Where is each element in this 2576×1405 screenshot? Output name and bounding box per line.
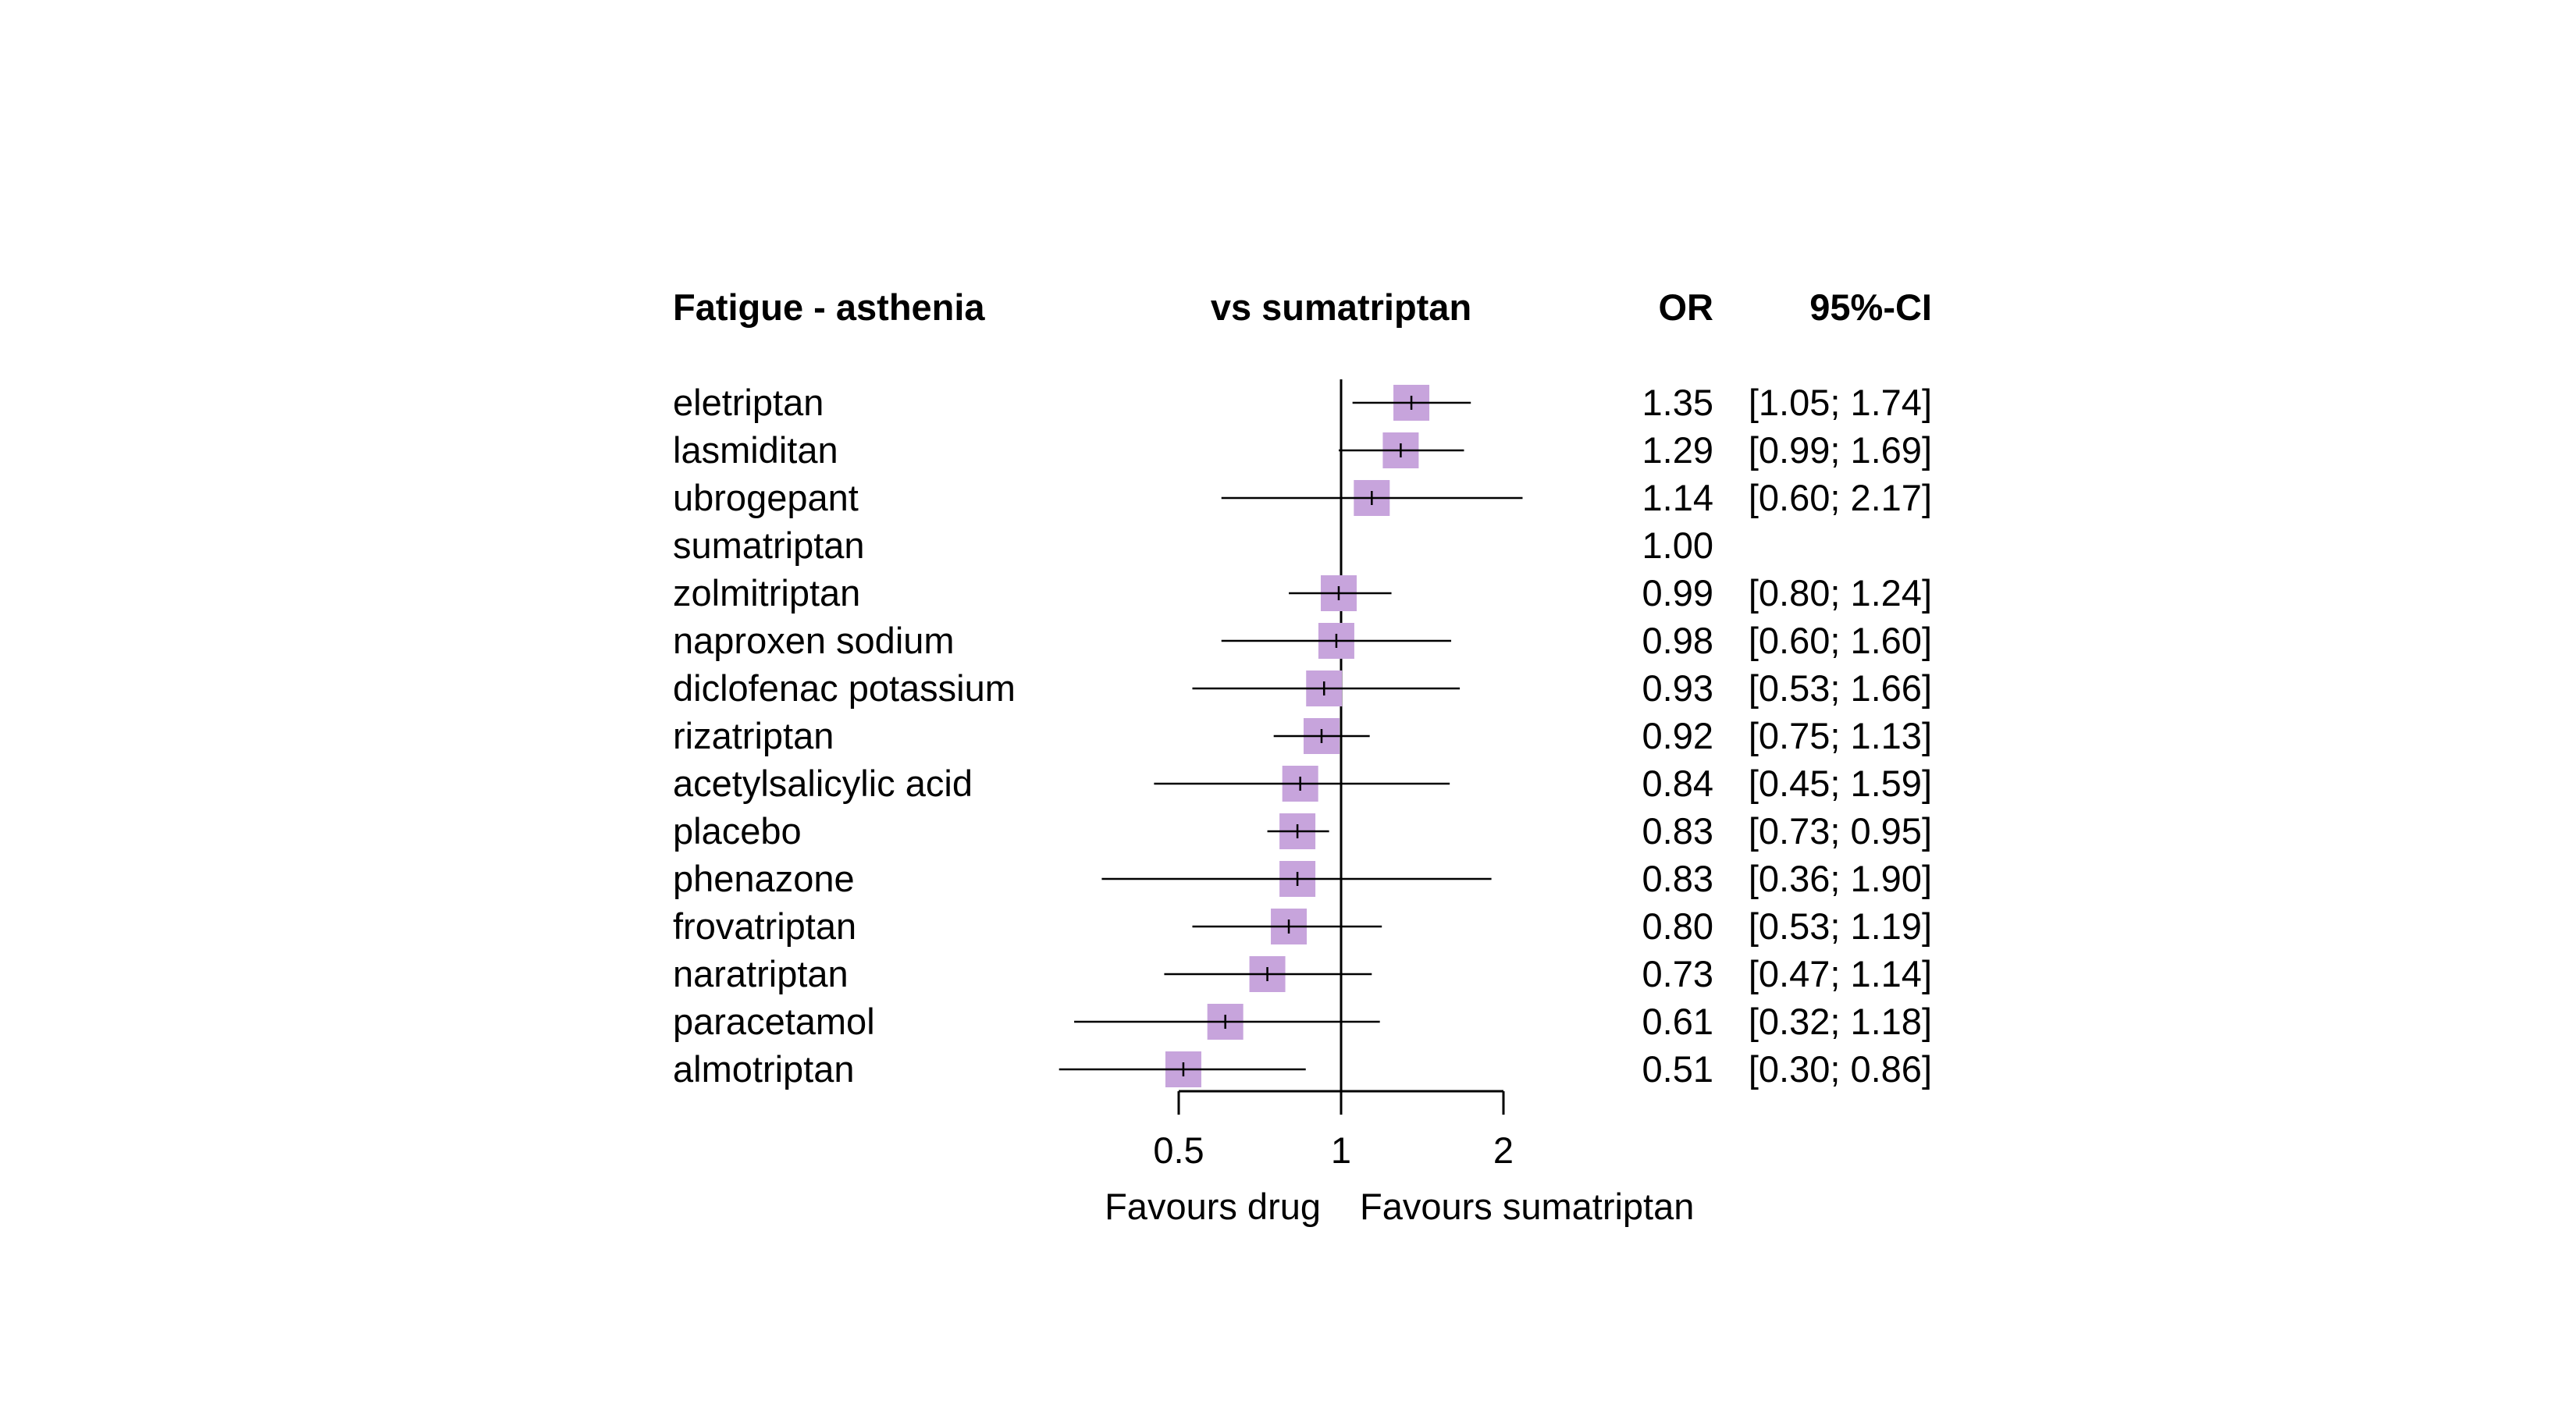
ci-value: [0.53; 1.19] — [1749, 905, 1932, 947]
row-label: naproxen sodium — [673, 620, 955, 661]
ci-value: [0.99; 1.69] — [1749, 429, 1932, 471]
ci-column-header: 95%-CI — [1809, 286, 1932, 328]
or-value: 0.93 — [1642, 667, 1713, 709]
ci-value: [0.53; 1.66] — [1749, 667, 1932, 709]
row-label: diclofenac potassium — [673, 667, 1016, 709]
forest-rows: eletriptan 1.35 [1.05; 1.74] lasmiditan 1.29… — [673, 379, 1932, 1094]
x-tick-label: 1 — [1331, 1129, 1351, 1171]
or-value: 0.84 — [1642, 763, 1713, 804]
or-value: 1.29 — [1642, 429, 1713, 471]
row-label: phenazone — [673, 858, 855, 899]
or-value: 1.00 — [1642, 525, 1713, 566]
or-value: 0.99 — [1642, 572, 1713, 614]
x-tick-label: 2 — [1493, 1129, 1514, 1171]
plot-title: Fatigue - asthenia — [673, 286, 985, 328]
row-label: rizatriptan — [673, 715, 834, 756]
ci-value: [0.60; 1.60] — [1749, 620, 1932, 661]
favours-drug-label: Favours drug — [1105, 1186, 1321, 1227]
row-label: lasmiditan — [673, 429, 838, 471]
or-column-header: OR — [1659, 286, 1714, 328]
or-value: 0.83 — [1642, 810, 1713, 852]
ci-value: [0.47; 1.14] — [1749, 953, 1932, 994]
ci-value: [0.75; 1.13] — [1749, 715, 1932, 756]
x-axis: 0.5 1 2 — [1153, 1090, 1514, 1171]
favours-sumatriptan-label: Favours sumatriptan — [1360, 1186, 1694, 1227]
ci-value: [0.60; 2.17] — [1749, 477, 1932, 518]
ci-value: [1.05; 1.74] — [1749, 382, 1932, 423]
row-label: almotriptan — [673, 1048, 855, 1090]
or-value: 0.98 — [1642, 620, 1713, 661]
row-label: eletriptan — [673, 382, 824, 423]
ci-value: [0.30; 0.86] — [1749, 1048, 1932, 1090]
or-value: 0.61 — [1642, 1001, 1713, 1042]
ci-value: [0.32; 1.18] — [1749, 1001, 1932, 1042]
row-label: placebo — [673, 810, 802, 852]
ci-value: [0.73; 0.95] — [1749, 810, 1932, 852]
row-label: frovatriptan — [673, 905, 856, 947]
row-label: acetylsalicylic acid — [673, 763, 973, 804]
or-value: 0.92 — [1642, 715, 1713, 756]
or-value: 0.80 — [1642, 905, 1713, 947]
or-value: 0.73 — [1642, 953, 1713, 994]
row-label: paracetamol — [673, 1001, 875, 1042]
or-value: 0.83 — [1642, 858, 1713, 899]
row-label: naratriptan — [673, 953, 849, 994]
row-label: ubrogepant — [673, 477, 859, 518]
or-value: 1.14 — [1642, 477, 1713, 518]
comparison-header: vs sumatriptan — [1211, 286, 1471, 328]
row-label: sumatriptan — [673, 525, 865, 566]
ci-value: [0.36; 1.90] — [1749, 858, 1932, 899]
x-tick-label: 0.5 — [1153, 1129, 1204, 1171]
ci-value: [0.45; 1.59] — [1749, 763, 1932, 804]
ci-value: [0.80; 1.24] — [1749, 572, 1932, 614]
or-value: 0.51 — [1642, 1048, 1713, 1090]
row-label: zolmitriptan — [673, 572, 860, 614]
or-value: 1.35 — [1642, 382, 1713, 423]
